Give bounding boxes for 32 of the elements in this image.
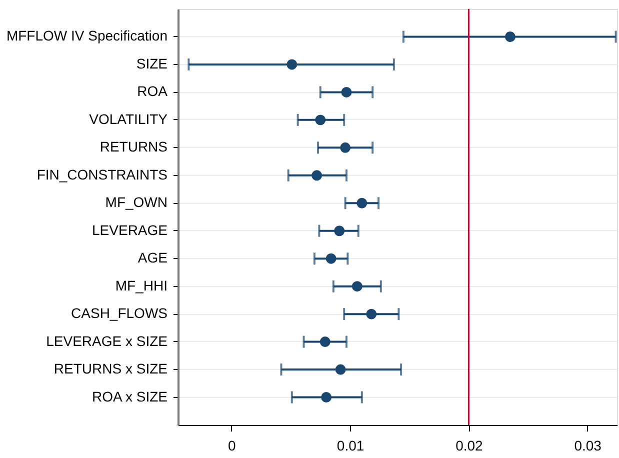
point — [340, 142, 351, 153]
y-tick-label: AGE — [138, 250, 168, 266]
x-tick-label: 0.02 — [456, 438, 484, 454]
y-tick-label: MF_OWN — [105, 194, 168, 210]
y-tick-label: CASH_FLOWS — [71, 305, 168, 322]
point — [335, 364, 346, 375]
point — [366, 308, 377, 320]
y-tick-label: LEVERAGE x SIZE — [46, 332, 168, 349]
x-tick-label: 0.01 — [336, 438, 364, 454]
point — [312, 170, 322, 181]
x-tick-label: 0 — [228, 438, 236, 454]
y-tick-label: VOLATILITY — [89, 110, 168, 127]
point — [321, 392, 332, 402]
point — [286, 59, 298, 70]
y-tick-label: ROA x SIZE — [92, 388, 168, 404]
point — [326, 253, 336, 264]
y-tick-label: MF_HHI — [115, 277, 168, 294]
point — [504, 32, 516, 42]
y-tick-label: LEVERAGE — [92, 222, 168, 238]
point — [341, 86, 352, 98]
point — [352, 281, 362, 292]
point — [356, 198, 368, 208]
y-tick-label: ROA — [137, 83, 168, 100]
point — [334, 226, 345, 236]
x-tick-label: 0.03 — [574, 438, 602, 454]
y-tick-label: RETURNS x SIZE — [54, 360, 168, 377]
y-tick-label: RETURNS — [100, 138, 168, 155]
y-tick-label: MFFLOW IV Specification — [6, 28, 168, 44]
point — [315, 114, 326, 126]
point — [320, 336, 330, 348]
y-tick-label: FIN_CONSTRAINTS — [36, 166, 168, 182]
y-tick-label: SIZE — [136, 55, 168, 72]
